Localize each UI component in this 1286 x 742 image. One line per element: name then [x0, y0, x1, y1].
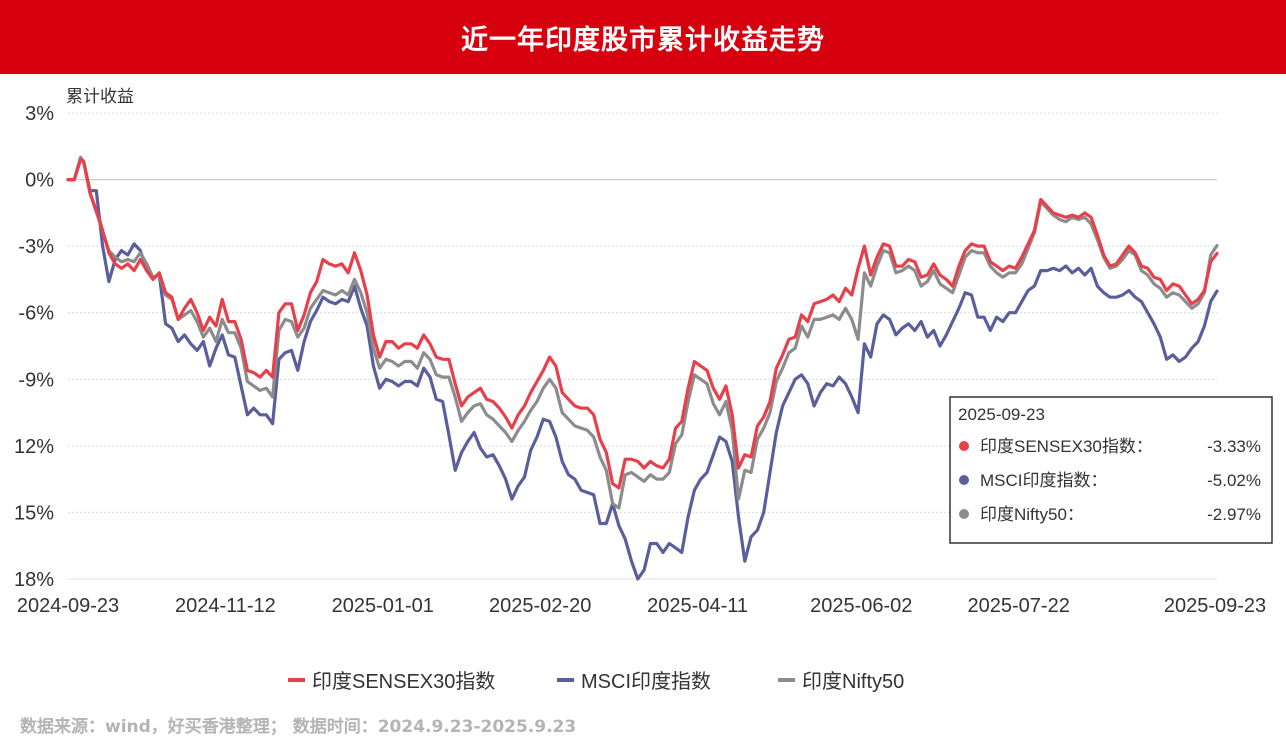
- x-tick-label: 2024-09-23: [17, 595, 119, 617]
- y-tick-label: -3%: [18, 236, 54, 258]
- y-tick-label: 0%: [25, 170, 54, 192]
- x-axis-ticks: 2024-09-23 2024-11-12 2025-01-01 2025-02-20…: [17, 595, 1266, 617]
- tooltip-box: [949, 396, 1273, 544]
- y-tick-label: 12%: [14, 436, 54, 458]
- x-tick-label: 2025-06-02: [810, 595, 912, 617]
- tooltip-label: 印度SENSEX30指数：: [980, 437, 1153, 456]
- series-line-2: [66, 155, 1219, 510]
- line-chart: 3%0%-3%-6%-9%12%15%18% 累计收益 2024-09-23 20…: [0, 74, 1286, 709]
- series-line-1: [66, 155, 1219, 581]
- series-line-0: [66, 158, 1219, 490]
- tooltip-value: -2.97%: [1207, 505, 1261, 524]
- legend-label: 印度Nifty50: [802, 670, 904, 693]
- tooltip-marker: [959, 475, 969, 485]
- data-source-note: 数据来源：wind，好买香港整理； 数据时间：2024.9.23-2025.9.…: [20, 717, 577, 737]
- x-tick-label: 2025-02-20: [489, 595, 591, 617]
- tooltip-value: -5.02%: [1207, 471, 1261, 490]
- tooltip-date: 2025-09-23: [958, 405, 1045, 424]
- y-tick-label: 18%: [14, 569, 54, 591]
- tooltip-marker: [959, 509, 969, 519]
- series-lines: [66, 155, 1219, 581]
- y-tick-label: -9%: [18, 369, 54, 391]
- x-tick-label: 2024-11-12: [175, 595, 276, 617]
- y-tick-label: 3%: [25, 103, 54, 125]
- y-axis-label: 累计收益: [66, 87, 134, 106]
- chart-title-banner: 近一年印度股市累计收益走势: [0, 0, 1286, 74]
- tooltip-label: MSCI印度指数：: [980, 471, 1108, 490]
- y-tick-label: -6%: [18, 303, 54, 325]
- legend: 印度SENSEX30指数 MSCI印度指数 印度Nifty50: [288, 670, 904, 693]
- y-axis-ticks: 3% 0% -3% -6% -9% 12% 15% 18%: [14, 103, 54, 591]
- x-tick-label: 2025-04-11: [647, 595, 748, 617]
- tooltip-marker: [959, 441, 969, 451]
- y-tick-label: 15%: [14, 502, 54, 524]
- x-tick-label: 2025-09-23: [1164, 595, 1266, 617]
- tooltip-panel: 2025-09-23 印度SENSEX30指数： -3.33% MSCI印度指数： -…: [949, 396, 1273, 544]
- x-tick-label: 2025-01-01: [332, 595, 434, 617]
- x-tick-label: 2025-07-22: [968, 595, 1070, 617]
- legend-label: MSCI印度指数: [581, 670, 711, 693]
- tooltip-value: -3.33%: [1207, 437, 1261, 456]
- legend-label: 印度SENSEX30指数: [312, 670, 495, 693]
- chart-title: 近一年印度股市累计收益走势: [461, 24, 825, 56]
- tooltip-label: 印度Nifty50：: [980, 505, 1084, 524]
